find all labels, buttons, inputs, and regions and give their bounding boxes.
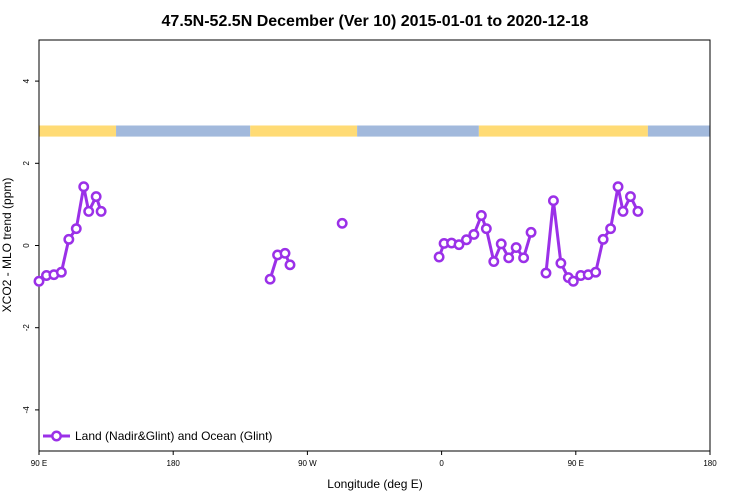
data-point <box>625 191 636 203</box>
x-tick-label: 90 E <box>568 459 584 468</box>
data-point <box>33 275 45 287</box>
data-point <box>488 256 500 267</box>
band-segment-land <box>250 125 358 137</box>
y-tick-label: 2 <box>22 161 31 166</box>
x-tick-label: 90 E <box>31 459 47 468</box>
data-point <box>525 226 537 238</box>
data-point <box>567 275 579 287</box>
x-axis: 90 E 180 90 W 0 90 E 180 <box>31 451 717 468</box>
y-tick-label: 4 <box>22 78 31 83</box>
data-point <box>503 252 515 264</box>
land-ocean-band <box>39 125 710 137</box>
data-point <box>284 259 296 271</box>
y-tick-label: -2 <box>22 324 31 332</box>
y-tick-label: 0 <box>22 243 31 248</box>
data-point <box>63 233 75 245</box>
data-point <box>540 267 552 279</box>
data-point <box>336 217 348 229</box>
band-segment-land <box>478 125 648 137</box>
data-point <box>78 181 90 193</box>
data-point <box>547 195 559 207</box>
data-point <box>461 234 472 246</box>
data-point <box>83 205 95 217</box>
series-layer <box>33 181 644 287</box>
data-point <box>475 210 487 221</box>
data-point <box>468 228 480 240</box>
data-point <box>495 238 507 250</box>
data-point <box>555 257 567 269</box>
data-point <box>632 205 644 217</box>
data-point <box>264 273 276 285</box>
data-point <box>70 223 82 235</box>
chart-title: 47.5N-52.5N December (Ver 10) 2015-01-01… <box>162 13 589 30</box>
data-point <box>55 266 67 278</box>
data-point <box>433 251 445 263</box>
legend-label: Land (Nadir&Glint) and Ocean (Glint) <box>75 429 272 443</box>
data-point <box>617 205 629 217</box>
band-segment-ocean <box>647 125 710 137</box>
data-point <box>605 223 617 235</box>
data-point <box>597 233 609 245</box>
x-tick-label: 180 <box>703 459 717 468</box>
x-axis-label: Longitude (deg E) <box>327 477 422 491</box>
band-segment-ocean <box>357 125 479 137</box>
legend-marker-swatch <box>51 430 62 442</box>
legend: Land (Nadir&Glint) and Ocean (Glint) <box>43 429 272 443</box>
x-tick-label: 0 <box>439 459 444 468</box>
data-point <box>279 247 291 259</box>
x-tick-label: 180 <box>167 459 181 468</box>
series-line <box>38 185 103 283</box>
data-point <box>453 239 465 251</box>
band-segment-ocean <box>116 125 251 137</box>
data-point <box>90 191 102 203</box>
data-point <box>590 266 602 278</box>
data-point <box>510 242 522 254</box>
y-axis: -4 -2 0 2 4 <box>22 78 39 413</box>
y-axis-label: XCO2 - MLO trend (ppm) <box>0 178 14 313</box>
x-tick-label: 90 W <box>298 459 317 468</box>
data-point <box>518 252 530 264</box>
data-point <box>612 181 624 193</box>
data-point <box>480 223 492 235</box>
plot-frame <box>38 39 711 452</box>
y-tick-label: -4 <box>22 406 31 414</box>
data-point <box>95 205 107 217</box>
band-segment-land <box>39 125 117 137</box>
